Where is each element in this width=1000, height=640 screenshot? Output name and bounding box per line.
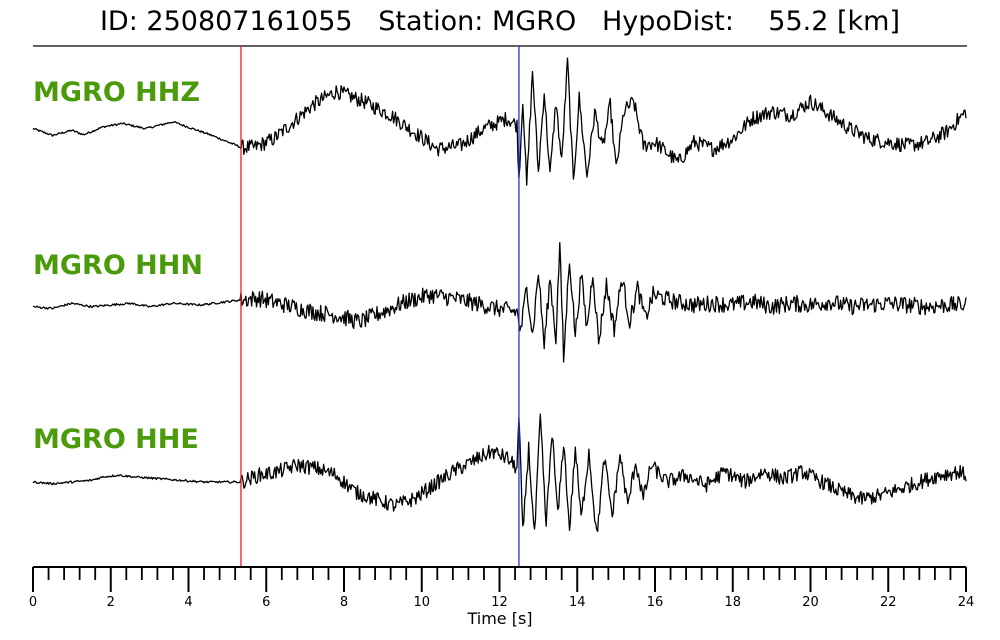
x-tick-label: 18 <box>724 595 741 610</box>
trace-label-mgro-hhn: MGRO HHN <box>33 250 203 281</box>
waveform-traces <box>32 57 967 532</box>
hypodist-unit: [km] <box>837 6 901 37</box>
time-axis: 0 2 4 6 8 10 12 14 16 18 20 22 24 <box>29 566 975 610</box>
x-tick-label: 2 <box>107 595 115 610</box>
station-code: MGRO <box>491 6 577 37</box>
event-id: 250807161055 <box>146 6 353 37</box>
x-tick-label: 6 <box>262 595 270 610</box>
x-tick-label: 24 <box>958 595 975 610</box>
hypodist-value: 55.2 <box>768 6 829 37</box>
x-tick-label: 10 <box>413 595 430 610</box>
station-label: Station: <box>378 6 484 37</box>
waveform-mgro-hhe <box>32 413 967 532</box>
x-tick-label: 4 <box>184 595 192 610</box>
x-tick-label: 22 <box>880 595 897 610</box>
trace-label-mgro-hhe: MGRO HHE <box>33 424 199 455</box>
plot-title: ID: 250807161055 Station: MGRO HypoDist:… <box>0 6 1000 37</box>
x-tick-label: 12 <box>491 595 508 610</box>
waveform-mgro-hhn <box>33 242 967 363</box>
x-axis-label: Time [s] <box>466 609 532 628</box>
hypodist-label: HypoDist: <box>601 6 734 37</box>
x-tick-label: 16 <box>647 595 664 610</box>
x-tick-label: 14 <box>569 595 586 610</box>
waveform-mgro-hhz <box>32 57 967 186</box>
x-tick-label: 0 <box>29 595 37 610</box>
x-tick-label: 8 <box>340 595 348 610</box>
phase-picks <box>240 46 520 567</box>
id-label: ID: <box>99 6 138 37</box>
x-tick-label: 20 <box>802 595 819 610</box>
trace-labels: MGRO HHZ MGRO HHN MGRO HHE <box>33 77 203 455</box>
trace-label-mgro-hhz: MGRO HHZ <box>33 77 200 108</box>
